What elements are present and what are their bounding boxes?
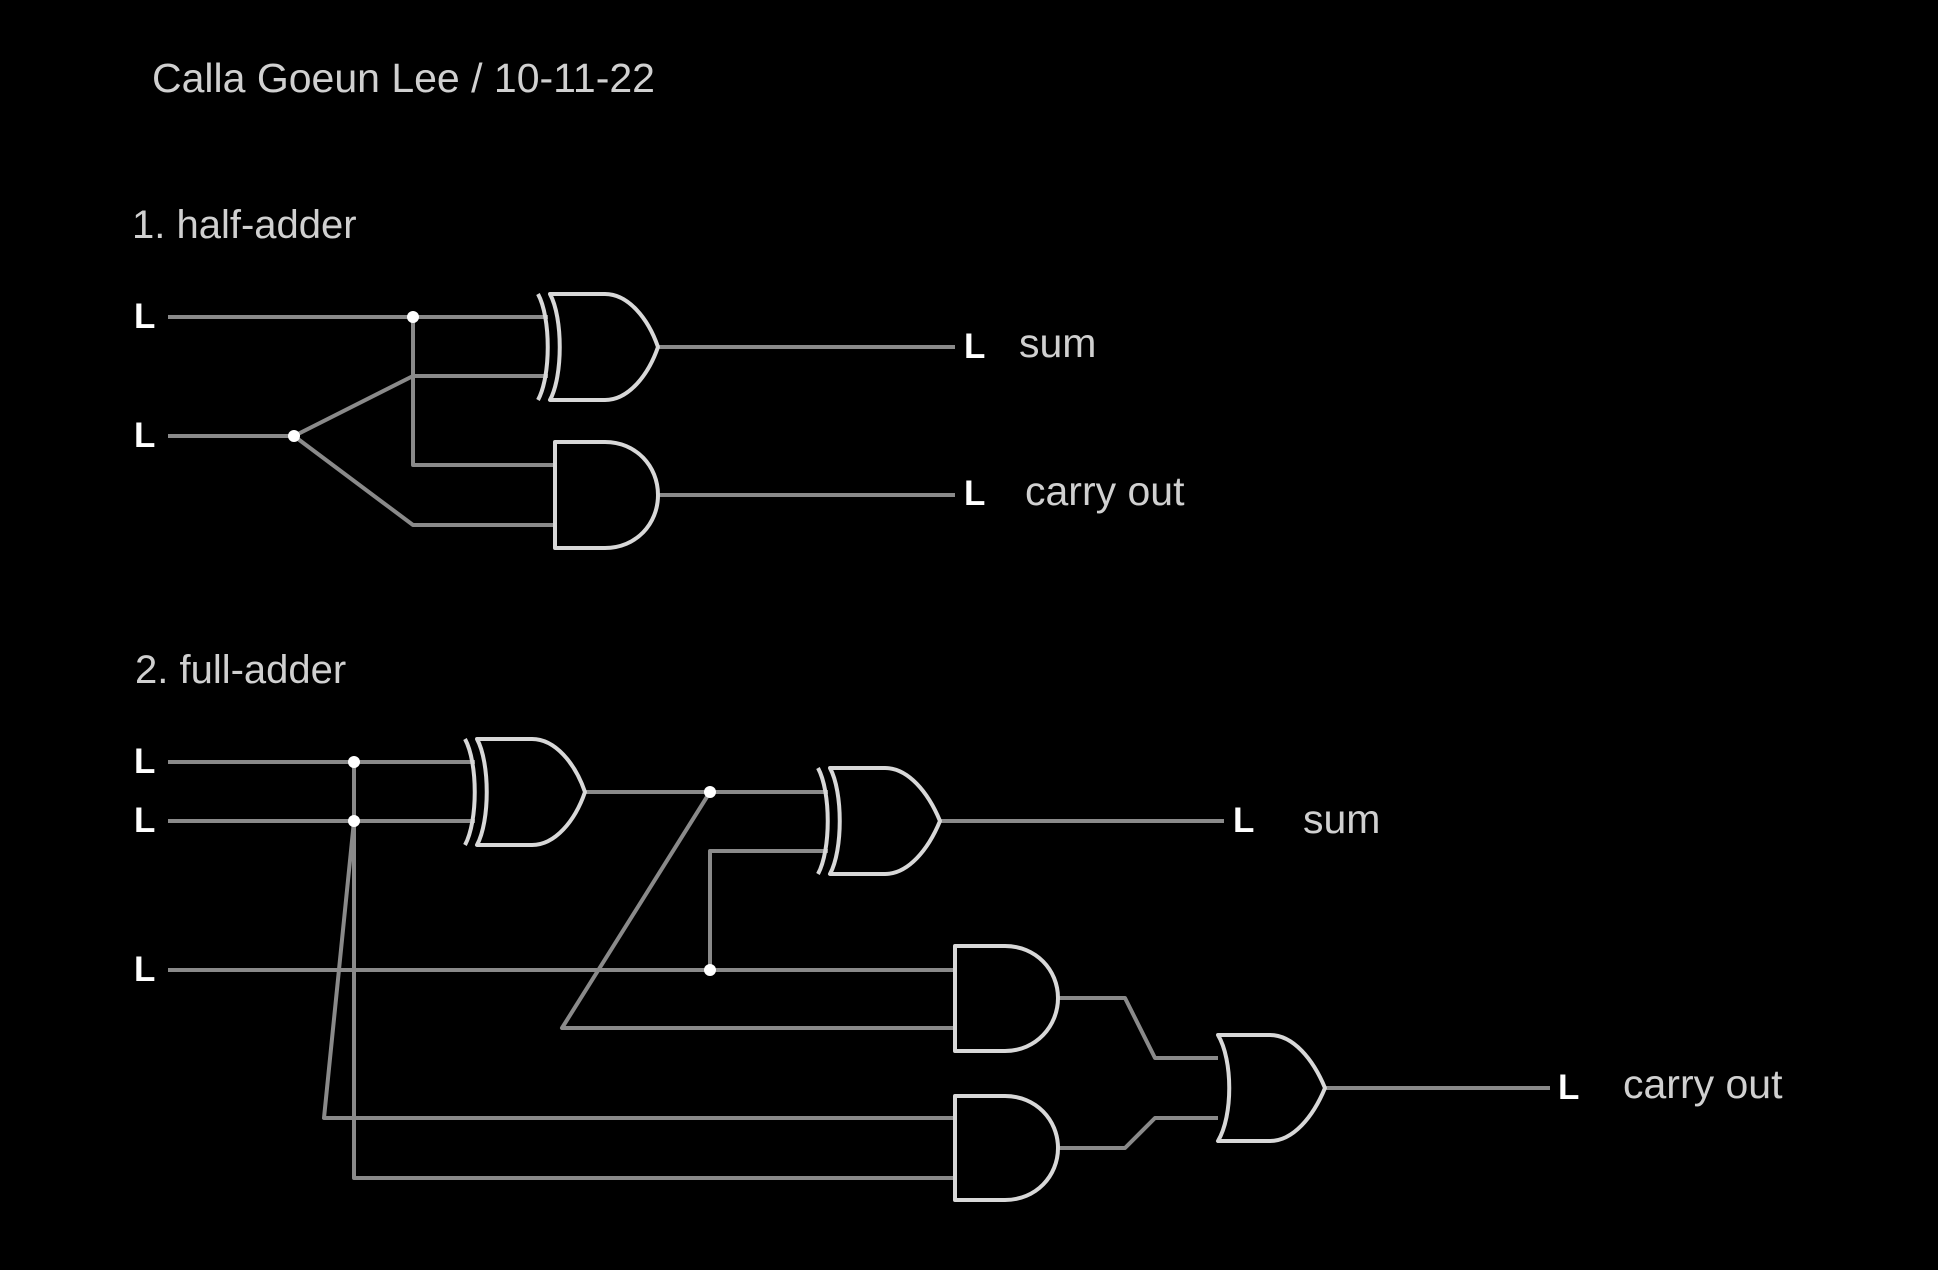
full-adder-and-gate-2	[953, 1094, 1060, 1202]
wire-and1-to-or	[1058, 996, 1218, 1060]
full-adder-input-cin-level: L	[134, 950, 155, 989]
half-adder-input-a-level: L	[134, 297, 155, 336]
wire-a-to-and2	[352, 762, 955, 1180]
full-adder-sum-level: L	[1233, 801, 1254, 840]
wire-a-to-and	[411, 317, 553, 467]
full-adder-or-gate	[1216, 1033, 1327, 1143]
half-adder-and-gate	[553, 440, 660, 550]
wire-cin-to-xor2	[708, 849, 828, 970]
full-adder-title: 2. full-adder	[135, 648, 346, 692]
full-adder-input-b-level: L	[134, 801, 155, 840]
junction-dot	[348, 815, 360, 827]
full-adder-section: 2. full-adder L L L	[134, 648, 1783, 1202]
wire-and2-to-or	[1058, 1116, 1218, 1150]
junction-dot	[348, 756, 360, 768]
full-adder-xor-gate-2	[816, 766, 942, 876]
full-adder-xor-gate-1	[463, 737, 587, 847]
half-adder-carry-label: carry out	[1025, 468, 1185, 514]
half-adder-xor-gate	[536, 292, 660, 402]
half-adder-input-b-level: L	[134, 416, 155, 455]
wire-b-to-and	[292, 434, 553, 527]
half-adder-wires	[168, 315, 955, 527]
full-adder-carry-level: L	[1558, 1068, 1579, 1107]
half-adder-section: 1. half-adder L L	[132, 203, 1185, 550]
wire-b-to-and2	[322, 820, 955, 1120]
full-adder-input-a-level: L	[134, 742, 155, 781]
full-adder-sum-label: sum	[1303, 796, 1380, 842]
wire-xor1-to-and1	[560, 790, 955, 1030]
full-adder-carry-label: carry out	[1623, 1061, 1783, 1107]
author-date-text: Calla Goeun Lee / 10-11-22	[152, 55, 655, 101]
half-adder-sum-level: L	[964, 327, 985, 366]
half-adder-carry-level: L	[964, 474, 985, 513]
junction-dot	[407, 311, 419, 323]
half-adder-title: 1. half-adder	[132, 203, 357, 247]
junction-dot	[704, 964, 716, 976]
full-adder-wires	[168, 760, 1550, 1180]
wire-b-to-xor	[293, 374, 548, 438]
full-adder-and-gate-1	[953, 944, 1060, 1053]
junction-dot	[288, 430, 300, 442]
junction-dot	[704, 786, 716, 798]
half-adder-sum-label: sum	[1019, 320, 1096, 366]
